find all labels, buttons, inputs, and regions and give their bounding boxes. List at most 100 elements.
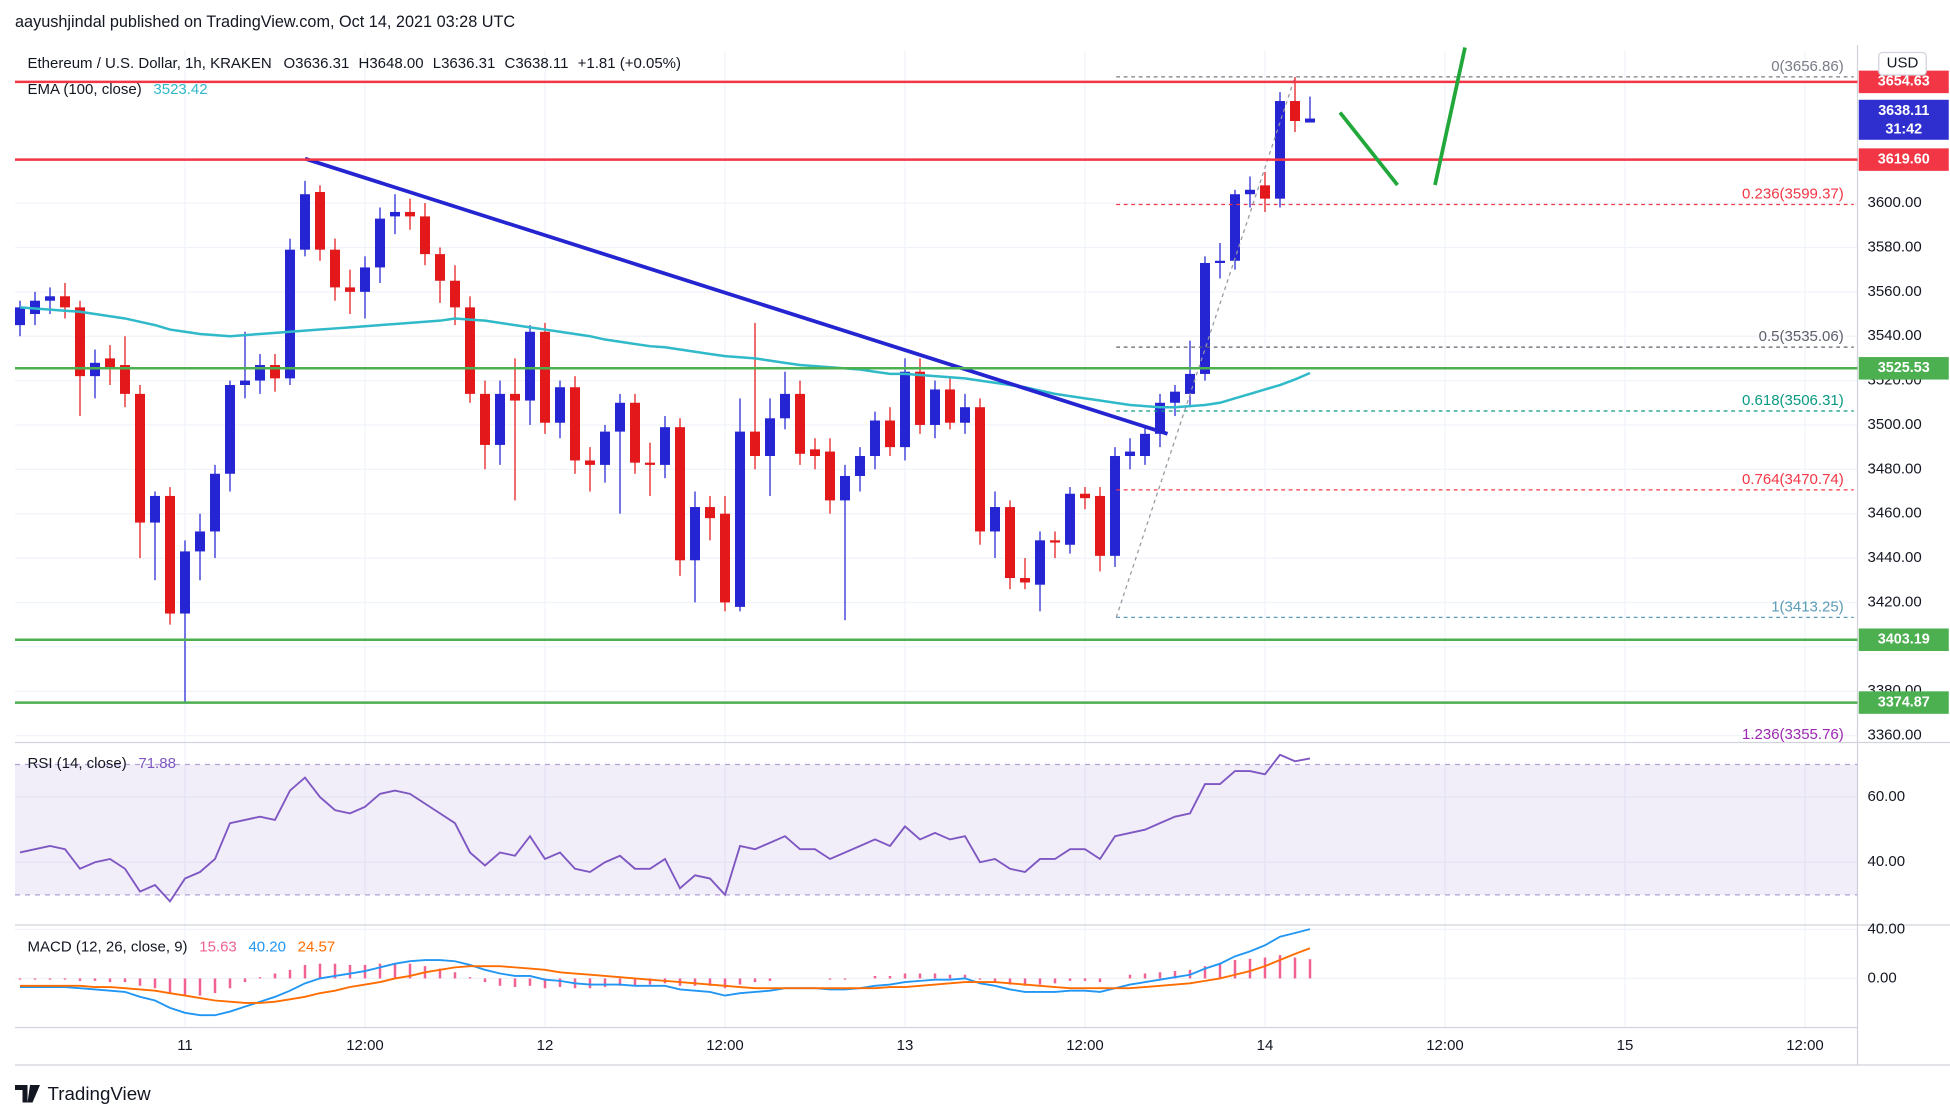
candle-body xyxy=(810,449,820,457)
candle-body xyxy=(1305,118,1315,123)
macd-histogram-bar xyxy=(318,963,322,979)
macd-histogram-bar xyxy=(693,978,697,986)
candle-body xyxy=(1245,189,1255,195)
macd-title: MACD (12, 26, close, 9) xyxy=(28,938,188,955)
last-price: 3638.11 xyxy=(1878,103,1929,119)
macd-histogram-bar xyxy=(918,973,922,979)
candle-body xyxy=(1095,495,1105,556)
macd-histogram-bar xyxy=(243,978,247,983)
candle-body xyxy=(555,387,565,423)
macd-histogram-bar xyxy=(108,978,112,983)
rsi-name: RSI (14, close) xyxy=(28,755,127,772)
countdown: 31:42 xyxy=(1885,122,1922,138)
ema-value: 3523.42 xyxy=(153,81,207,98)
y-tick-label: 3600.00 xyxy=(1868,194,1922,211)
macd-histogram-bar xyxy=(1053,978,1057,984)
candle-body xyxy=(345,287,355,292)
x-tick-label: 12:00 xyxy=(1066,1037,1104,1054)
y-tick-label: 40.00 xyxy=(1868,853,1906,870)
candle-body xyxy=(210,473,221,532)
x-tick-label: 11 xyxy=(177,1037,193,1054)
rsi-value: 71.88 xyxy=(138,755,176,772)
candle-body xyxy=(570,387,580,461)
candle-body xyxy=(225,385,236,474)
candle-body xyxy=(720,513,730,603)
macd-histogram-bar xyxy=(903,973,907,979)
fib-label: 0.236(3599.37) xyxy=(1742,185,1844,202)
macd-histogram-bar xyxy=(963,974,967,979)
macd-histogram-bar xyxy=(138,978,142,986)
macd-histogram-bar xyxy=(333,963,337,979)
x-tick-label: 13 xyxy=(897,1037,914,1054)
candle-body xyxy=(825,451,835,501)
candle-body xyxy=(180,551,191,614)
macd-histogram-bar xyxy=(1218,963,1222,979)
macd-histogram-bar xyxy=(153,978,157,989)
macd-histogram-bar xyxy=(468,977,472,979)
symbol: Ethereum / U.S. Dollar, 1h, KRAKEN xyxy=(28,55,272,72)
candle-body xyxy=(405,211,415,217)
candle-body xyxy=(315,191,325,250)
macd-histogram-bar xyxy=(1293,957,1297,979)
candle-body xyxy=(1005,507,1015,579)
price-tag-label: 3654.63 xyxy=(1878,74,1930,90)
fib-label: 0.5(3535.06) xyxy=(1759,328,1844,345)
price-tag xyxy=(1858,357,1949,380)
candle-body xyxy=(615,402,625,432)
macd-histogram-bar xyxy=(648,978,652,985)
fib-trend xyxy=(1115,76,1296,618)
candle-body xyxy=(510,393,520,401)
macd-histogram-bar xyxy=(273,973,277,979)
candle-body xyxy=(75,307,86,377)
legend-change: +1.81 (+0.05%) xyxy=(578,55,681,72)
candle-body xyxy=(765,418,775,457)
macd-histogram-bar xyxy=(993,978,997,983)
candle-body xyxy=(465,307,475,394)
drawing-arrow-down xyxy=(1338,111,1399,187)
main-legend: Ethereum / U.S. Dollar, 1h, KRAKEN O3636… xyxy=(28,55,682,72)
candle-body xyxy=(525,331,535,401)
price-tag-label: 3525.53 xyxy=(1878,360,1930,376)
candle-body xyxy=(390,211,400,217)
candle-body xyxy=(645,462,655,465)
y-tick-label: 60.00 xyxy=(1868,788,1906,805)
candle-body xyxy=(45,296,56,301)
candle-body xyxy=(690,507,700,561)
candle-body xyxy=(1200,262,1210,374)
macd-histogram-bar xyxy=(1083,978,1087,981)
macd-value: 40.20 xyxy=(248,938,286,955)
x-tick-label: 12:00 xyxy=(1786,1037,1824,1054)
macd-histogram-bar xyxy=(1038,978,1042,985)
candle-body xyxy=(1260,185,1270,199)
candle-body xyxy=(255,365,265,381)
rsi-band xyxy=(15,764,1858,895)
candle-body xyxy=(435,254,445,281)
y-tick-label: 3460.00 xyxy=(1868,505,1922,522)
candle-body xyxy=(735,431,745,607)
candle-body xyxy=(900,371,910,448)
candle-body xyxy=(480,393,490,445)
y-tick-label: 3560.00 xyxy=(1868,283,1922,300)
last-price-tag xyxy=(1858,99,1949,140)
macd-histogram-bar xyxy=(228,978,232,989)
candle-body xyxy=(660,427,670,465)
macd-histogram-bar xyxy=(93,978,97,981)
candle-body xyxy=(1230,194,1240,261)
x-tick-label: 12 xyxy=(537,1037,554,1054)
candle-body xyxy=(1050,540,1060,543)
macd-histogram-bar xyxy=(48,978,52,980)
y-tick-label: 3420.00 xyxy=(1868,593,1922,610)
macd-histogram-bar xyxy=(483,978,487,983)
candle-body xyxy=(1020,578,1030,583)
candle-body xyxy=(150,495,161,523)
macd-histogram-bar xyxy=(123,978,127,983)
macd-histogram-bar xyxy=(33,978,37,980)
candle-body xyxy=(780,393,790,419)
macd-histogram-bar xyxy=(723,978,727,989)
macd-histogram-bar xyxy=(1023,978,1027,986)
legend-open: O3636.31 xyxy=(283,55,349,72)
currency-box[interactable] xyxy=(1878,51,1927,76)
fib-label: 0.764(3470.74) xyxy=(1742,471,1844,488)
